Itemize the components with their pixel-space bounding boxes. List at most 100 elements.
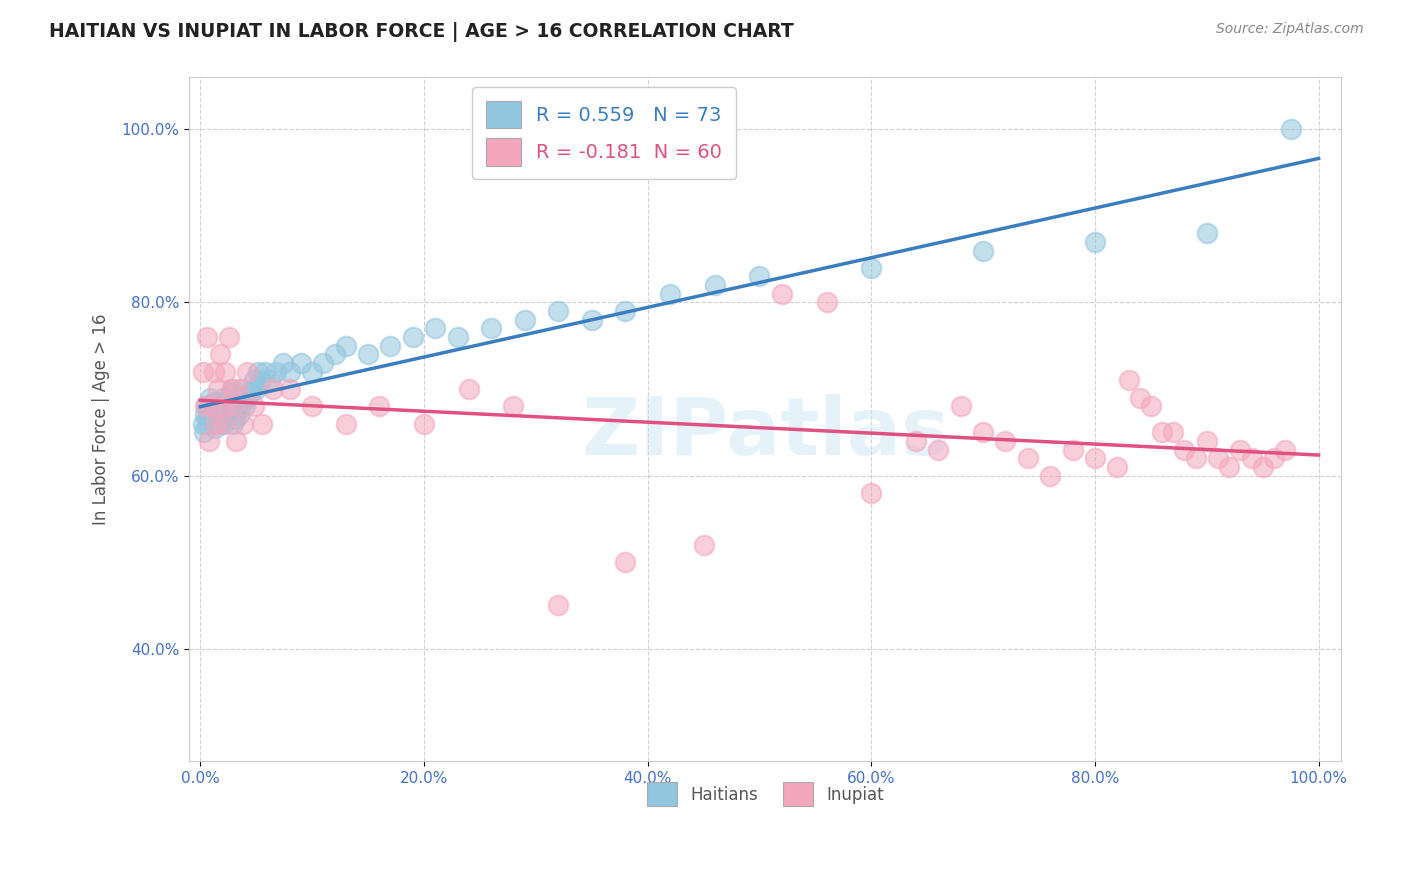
Point <box>1173 442 1195 457</box>
Point <box>290 356 312 370</box>
Point <box>202 365 225 379</box>
Point <box>994 434 1017 448</box>
Point <box>972 244 994 258</box>
Point <box>513 312 536 326</box>
Point <box>1017 451 1039 466</box>
Text: HAITIAN VS INUPIAT IN LABOR FORCE | AGE > 16 CORRELATION CHART: HAITIAN VS INUPIAT IN LABOR FORCE | AGE … <box>49 22 794 42</box>
Point <box>243 373 266 387</box>
Point <box>193 425 215 440</box>
Point <box>245 382 267 396</box>
Point <box>1218 459 1240 474</box>
Point <box>1251 459 1274 474</box>
Point <box>1039 468 1062 483</box>
Point <box>238 386 260 401</box>
Point <box>217 403 239 417</box>
Point <box>1195 434 1218 448</box>
Point <box>860 260 883 275</box>
Point <box>211 399 233 413</box>
Point <box>927 442 949 457</box>
Point <box>200 391 222 405</box>
Point <box>368 399 391 413</box>
Point <box>1274 442 1296 457</box>
Point <box>703 278 725 293</box>
Text: ZIPatlas: ZIPatlas <box>581 394 949 472</box>
Point <box>214 365 236 379</box>
Point <box>247 365 270 379</box>
Point <box>259 373 281 387</box>
Point <box>211 391 233 405</box>
Point <box>770 286 793 301</box>
Point <box>335 339 357 353</box>
Point <box>1195 226 1218 240</box>
Point <box>357 347 380 361</box>
Legend: Haitians, Inupiat: Haitians, Inupiat <box>638 774 891 814</box>
Point <box>201 403 224 417</box>
Point <box>301 399 323 413</box>
Point <box>209 347 232 361</box>
Point <box>229 399 252 413</box>
Point <box>815 295 838 310</box>
Text: Source: ZipAtlas.com: Source: ZipAtlas.com <box>1216 22 1364 37</box>
Point <box>205 412 228 426</box>
Point <box>250 417 273 431</box>
Point <box>211 417 233 431</box>
Point <box>212 417 235 431</box>
Point <box>457 382 479 396</box>
Point <box>1129 391 1152 405</box>
Point <box>205 403 228 417</box>
Point <box>194 408 217 422</box>
Point <box>191 365 214 379</box>
Point <box>224 412 246 426</box>
Point <box>1084 451 1107 466</box>
Point <box>425 321 447 335</box>
Point <box>1279 122 1302 136</box>
Point <box>228 391 250 405</box>
Point <box>226 399 249 413</box>
Point <box>222 408 245 422</box>
Point <box>194 399 217 413</box>
Point <box>1206 451 1229 466</box>
Point <box>208 417 231 431</box>
Point <box>222 417 245 431</box>
Y-axis label: In Labor Force | Age > 16: In Labor Force | Age > 16 <box>93 313 110 525</box>
Point <box>271 356 294 370</box>
Point <box>217 399 239 413</box>
Point <box>191 417 214 431</box>
Point <box>446 330 468 344</box>
Point <box>205 417 228 431</box>
Point <box>266 365 288 379</box>
Point <box>659 286 682 301</box>
Point <box>232 417 254 431</box>
Point <box>1107 459 1129 474</box>
Point <box>217 399 239 413</box>
Point <box>207 395 229 409</box>
Point <box>479 321 502 335</box>
Point <box>222 399 245 413</box>
Point <box>218 330 240 344</box>
Point <box>214 412 236 426</box>
Point <box>228 382 250 396</box>
Point <box>1084 235 1107 249</box>
Point <box>323 347 346 361</box>
Point <box>254 365 277 379</box>
Point <box>502 399 524 413</box>
Point <box>219 386 242 401</box>
Point <box>249 373 271 387</box>
Point <box>278 365 301 379</box>
Point <box>225 434 247 448</box>
Point <box>278 382 301 396</box>
Point <box>194 399 217 413</box>
Point <box>402 330 425 344</box>
Point <box>221 382 243 396</box>
Point <box>335 417 357 431</box>
Point <box>905 434 928 448</box>
Point <box>240 382 263 396</box>
Point <box>195 417 218 431</box>
Point <box>197 408 219 422</box>
Point <box>231 391 253 405</box>
Point <box>262 382 284 396</box>
Point <box>1240 451 1263 466</box>
Point <box>1229 442 1251 457</box>
Point <box>614 555 637 569</box>
Point <box>232 382 254 396</box>
